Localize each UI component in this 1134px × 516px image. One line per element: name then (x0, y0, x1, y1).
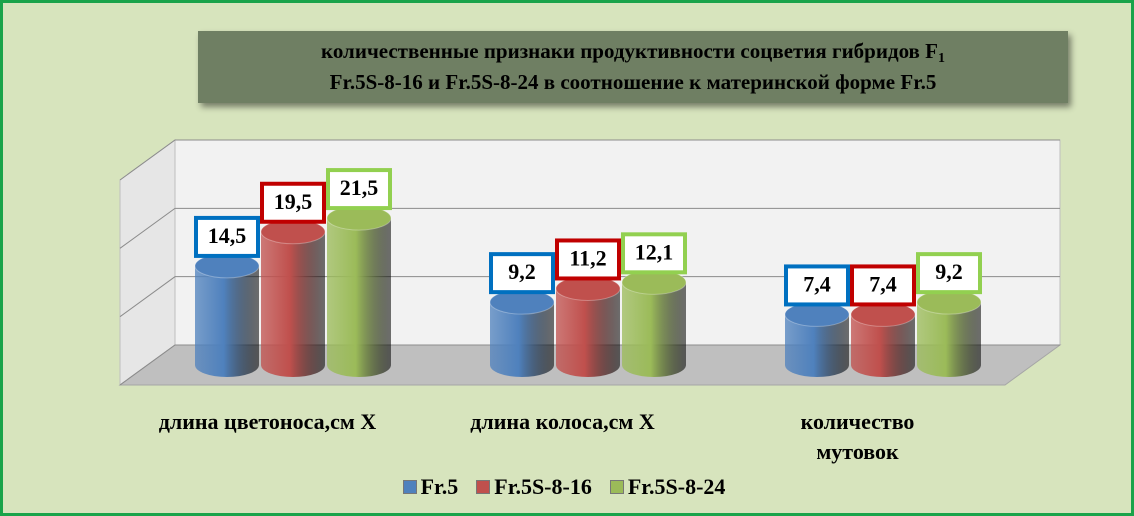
cylinder (850, 301, 916, 377)
cylinder (326, 205, 392, 377)
value-label: 9,2 (935, 259, 963, 284)
x-tick-label: длина цветоноса,см X (158, 409, 377, 434)
legend-swatch (609, 480, 624, 494)
cylinder-body (785, 314, 849, 377)
legend-item: Fr.5S-8-24 (609, 474, 726, 500)
legend-label: Fr.5S-8-16 (494, 474, 592, 499)
value-label: 19,5 (274, 189, 313, 214)
cylinder (784, 301, 850, 377)
legend-swatch (402, 480, 417, 494)
grid-line (119, 207, 1060, 249)
value-label-box (260, 181, 326, 224)
legend-label: Fr.5S-8-24 (627, 474, 726, 499)
cylinder-body (490, 302, 554, 377)
cylinder (489, 289, 555, 377)
value-label-box (784, 264, 850, 307)
x-tick-label: длина колоса,см X (470, 409, 655, 434)
value-label-box (326, 168, 392, 211)
value-label: 21,5 (340, 175, 379, 200)
side-wall (119, 139, 176, 386)
cylinder-body (261, 231, 325, 377)
value-label: 14,5 (208, 223, 247, 248)
cylinder (555, 275, 621, 377)
cylinder-body (195, 265, 259, 377)
value-label: 11,2 (569, 246, 606, 271)
legend-swatch (476, 480, 491, 494)
grid-line (119, 139, 1060, 181)
cylinder-body (327, 218, 391, 377)
cylinder-body (851, 314, 915, 377)
cylinder (621, 269, 687, 377)
cylinder-body (622, 282, 686, 377)
title-subscript: 1 (937, 51, 945, 66)
grid-line (119, 276, 1060, 318)
title-line: количественные признаки продуктивности с… (321, 39, 938, 63)
value-label: 12,1 (635, 239, 674, 264)
cylinder-body (556, 288, 620, 377)
value-label-box (555, 238, 621, 281)
legend-item: Fr.5 (402, 474, 459, 500)
value-label-box (194, 215, 260, 258)
legend-label: Fr.5 (420, 474, 459, 499)
cylinder (260, 219, 326, 377)
x-tick-label: количество мутовок (800, 409, 915, 464)
cylinder (194, 253, 260, 377)
value-label-box (850, 264, 916, 307)
title-line: Fr.5S-8-16 и Fr.5S-8-24 в соотношение к … (329, 70, 937, 94)
cylinder (916, 289, 982, 377)
legend: Fr.5 Fr.5S-8-16 Fr.5S-8-24 (0, 474, 1128, 500)
value-label: 7,4 (803, 271, 831, 296)
value-label-box (916, 252, 982, 295)
value-label: 7,4 (869, 271, 897, 296)
cylinder-body (917, 302, 981, 377)
grid-line (119, 344, 1060, 386)
chart-title: количественные признаки продуктивности с… (198, 31, 1068, 103)
value-label-box (621, 232, 687, 275)
value-label-box (489, 252, 555, 295)
value-label: 9,2 (508, 259, 536, 284)
legend-item: Fr.5S-8-16 (476, 474, 592, 500)
